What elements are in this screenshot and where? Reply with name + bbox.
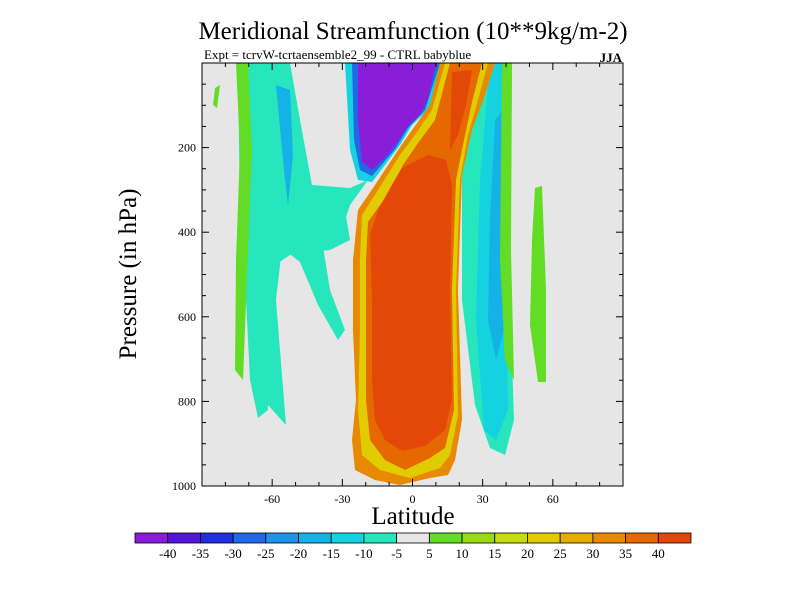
contour-south-green-2 [213, 85, 220, 108]
colorbar-swatch [265, 532, 299, 544]
colorbar-label: 30 [586, 546, 599, 561]
y-tick-label: 400 [178, 225, 196, 239]
colorbar-label: -40 [159, 546, 176, 561]
y-axis-label: Pressure (in hPa) [115, 189, 142, 360]
colorbar-swatch [134, 532, 169, 544]
x-tick-label: -60 [264, 492, 280, 506]
colorbar-label: 40 [652, 546, 665, 561]
x-axis-label: Latitude [371, 503, 454, 530]
contour-upper-cell-purple [358, 63, 436, 170]
colorbar-label: -15 [323, 546, 340, 561]
x-tick-label: 30 [477, 492, 489, 506]
chart-title: Meridional Streamfunction (10**9kg/m-2) [198, 18, 627, 45]
contour-hadley-north-fringe [450, 70, 472, 150]
season-label: JJA [600, 50, 623, 65]
x-axis-ticks: -60 -30 0 30 60 [224, 63, 601, 506]
colorbar-label: 15 [488, 546, 501, 561]
y-tick-label: 800 [178, 394, 196, 408]
contour-north-green-2 [500, 63, 514, 380]
colorbar-label: -10 [355, 546, 372, 561]
colorbar-swatch [167, 532, 201, 544]
colorbar-label: 20 [521, 546, 534, 561]
colorbar-swatch [625, 532, 659, 544]
colorbar-swatch [527, 532, 561, 544]
colorbar-label: -5 [391, 546, 402, 561]
y-axis-ticks: 200 400 600 800 1000 [172, 83, 623, 493]
contour-fields [213, 63, 546, 485]
colorbar-swatch [396, 532, 430, 544]
contour-far-north-green [530, 186, 546, 382]
contour-north-blue [488, 110, 505, 360]
x-tick-label: 60 [547, 492, 559, 506]
colorbar-label: -20 [290, 546, 307, 561]
y-tick-label: 200 [178, 141, 196, 155]
colorbar-swatch [494, 532, 528, 544]
colorbar-swatch [461, 532, 496, 544]
colorbar-swatch [298, 532, 332, 544]
colorbar-swatch [330, 532, 365, 544]
colorbar: -40 -35 -30 -25 -20 -15 -10 -5 5 10 15 20 25 30 35 40 [134, 532, 692, 561]
colorbar-label: -25 [257, 546, 274, 561]
colorbar-label: 5 [426, 546, 433, 561]
colorbar-label: 10 [456, 546, 469, 561]
colorbar-swatch [428, 532, 463, 544]
contour-hadley-core [370, 155, 452, 451]
contour-south-green-1 [235, 63, 252, 380]
chart-subtitle: Expt = tcrvW-tcrtaensemble2_99 - CTRL ba… [204, 47, 471, 62]
colorbar-label: -30 [224, 546, 241, 561]
colorbar-label: 25 [554, 546, 567, 561]
colorbar-label: -35 [192, 546, 209, 561]
contour-south-lower-band [256, 210, 350, 408]
colorbar-swatch [200, 532, 234, 544]
colorbar-swatch [559, 532, 594, 544]
colorbar-swatch [232, 532, 267, 544]
y-tick-label: 600 [178, 310, 196, 324]
colorbar-swatch [363, 532, 398, 544]
y-tick-label: 1000 [172, 479, 196, 493]
colorbar-swatch [657, 532, 692, 544]
x-tick-label: -30 [334, 492, 350, 506]
x-tick-label: 0 [410, 492, 416, 506]
colorbar-swatch [592, 532, 626, 544]
contour-south-blue-streak [276, 85, 293, 205]
colorbar-label: 35 [619, 546, 632, 561]
